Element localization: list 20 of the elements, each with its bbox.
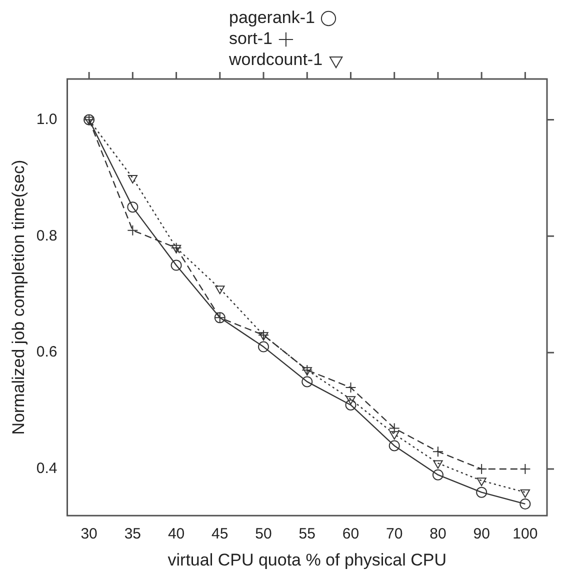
y-axis-title: Normalized job completion time(sec) <box>8 160 28 435</box>
x-tick-label: 80 <box>430 526 446 543</box>
x-axis-title: virtual CPU quota % of physical CPU <box>168 550 446 570</box>
x-tick-label: 35 <box>124 526 142 543</box>
y-tick-label: 1.0 <box>36 110 58 128</box>
y-tick-label: 0.8 <box>36 227 58 244</box>
x-tick-label: 30 <box>80 526 98 543</box>
x-tick-label: 70 <box>386 526 403 543</box>
legend-label: pagerank-1 <box>228 8 316 28</box>
x-tick-label: 55 <box>298 526 316 543</box>
x-tick-label: 40 <box>168 526 185 543</box>
y-tick-label: 0.6 <box>36 344 58 361</box>
legend-label: wordcount-1 <box>228 50 323 70</box>
x-tick-label: 50 <box>255 526 272 543</box>
x-tick-label: 45 <box>212 526 228 543</box>
x-tick-label: 60 <box>342 526 360 543</box>
x-tick-label: 90 <box>473 526 490 543</box>
x-tick-label: 100 <box>512 526 538 543</box>
legend-label: sort-1 <box>228 29 272 48</box>
y-tick-label: 0.4 <box>36 460 58 478</box>
